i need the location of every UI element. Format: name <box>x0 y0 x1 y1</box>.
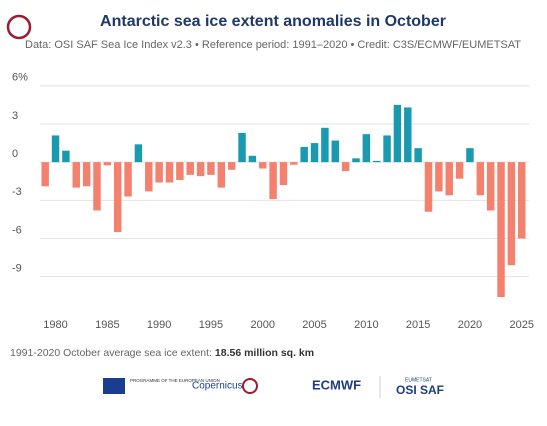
bar <box>103 162 112 166</box>
bar <box>341 162 350 172</box>
x-tick-label: 1985 <box>95 319 119 331</box>
bar <box>62 150 70 163</box>
bar <box>393 104 402 163</box>
bar <box>497 162 505 298</box>
x-tick-label: 2015 <box>406 319 430 331</box>
eu-flag <box>103 378 125 394</box>
bar <box>507 162 516 266</box>
bar <box>155 162 163 183</box>
bar <box>362 134 371 163</box>
logo-text: PROGRAMME OF THE EUROPEAN UNION <box>130 378 220 383</box>
y-tick-label: 0 <box>12 148 18 160</box>
bar <box>279 162 288 186</box>
footnote-text: 1991-2020 October average sea ice extent… <box>10 347 215 359</box>
bar <box>186 162 194 175</box>
bar <box>518 162 526 239</box>
x-tick-label: 2000 <box>251 319 275 331</box>
logo-icon <box>6 14 32 40</box>
x-tick-label: 2005 <box>302 319 326 331</box>
x-tick-label: 2025 <box>510 319 534 331</box>
bar <box>486 162 495 211</box>
footnote-value: 18.56 million sq. km <box>215 347 314 359</box>
bar <box>321 127 329 163</box>
logo-text: ECMWF <box>312 377 361 392</box>
chart-title: Antarctic sea ice extent anomalies in Oc… <box>100 13 446 30</box>
x-tick-label: 1980 <box>43 319 67 331</box>
bar <box>207 162 215 175</box>
bar <box>124 162 132 197</box>
x-tick-label: 2020 <box>458 319 482 331</box>
bar <box>113 162 122 233</box>
bar <box>176 162 184 180</box>
y-tick-label: 3 <box>12 110 18 122</box>
x-tick-label: 1990 <box>147 319 171 331</box>
footnote: 1991-2020 October average sea ice extent… <box>10 347 314 359</box>
logo-text: OSI SAF <box>396 383 444 397</box>
bar <box>134 144 143 163</box>
bar <box>196 162 205 177</box>
bar <box>259 162 267 169</box>
bar <box>466 148 474 163</box>
logo-text: EUMETSAT <box>405 377 432 383</box>
c3s-icon <box>242 378 258 394</box>
bar <box>269 162 277 200</box>
bar <box>51 135 60 163</box>
bar <box>72 162 80 188</box>
bar <box>331 140 339 163</box>
bar <box>227 162 236 170</box>
chart-subtitle: Data: OSI SAF Sea Ice Index v2.3 • Refer… <box>25 39 521 51</box>
y-tick-label: 6% <box>12 72 28 84</box>
bar <box>383 135 391 163</box>
x-tick-label: 1995 <box>199 319 223 331</box>
x-tick-label: 2010 <box>354 319 378 331</box>
y-tick-label: -6 <box>12 224 22 236</box>
bar <box>414 148 422 163</box>
bar <box>165 162 174 183</box>
bar <box>82 162 91 187</box>
bar <box>424 162 433 212</box>
bar <box>238 132 246 163</box>
bar <box>93 162 101 211</box>
bar <box>372 160 381 163</box>
bar <box>476 162 485 196</box>
bar <box>290 162 298 165</box>
logo-text: Copernicus <box>192 381 243 392</box>
bar <box>455 162 464 179</box>
bar <box>217 162 226 188</box>
y-tick-label: -3 <box>12 186 22 198</box>
bar <box>41 162 49 187</box>
bar <box>310 143 319 163</box>
bar <box>352 158 360 163</box>
bar <box>145 162 153 192</box>
bar <box>404 107 412 163</box>
bar <box>248 155 257 163</box>
bar <box>445 162 453 196</box>
y-tick-label: -9 <box>12 263 22 275</box>
bar <box>435 162 443 192</box>
bar <box>300 146 308 163</box>
